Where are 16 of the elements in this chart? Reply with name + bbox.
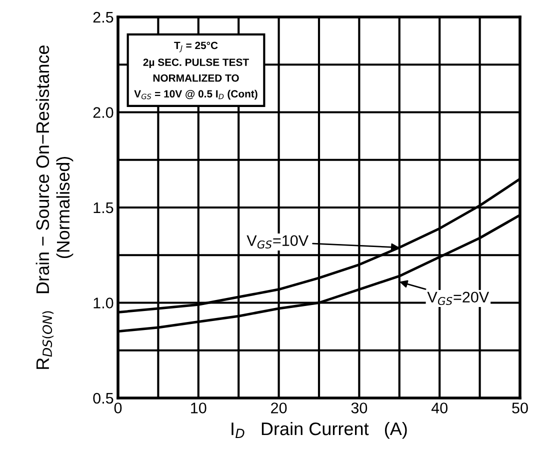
text: R$_{DS(ON)}$ Drain − Source On−Resistance (Normalised) <box>36 45 74 369</box>
text: I$_{D}$ Drain Current (A) <box>232 422 407 439</box>
x-tick-label: 40 <box>431 402 448 414</box>
x-tick-label: 50 <box>512 402 528 414</box>
x-tick-label: 0 <box>114 402 122 414</box>
annotation: V$_{GS}$=20V <box>427 292 490 306</box>
y-tick-label: 0.5 <box>93 392 114 404</box>
y-tick-label: 2.5 <box>93 12 114 23</box>
y-tick-label: 1.5 <box>94 202 114 214</box>
annotation: V$_{GS}$=10V <box>246 235 308 249</box>
x-tick-label: 20 <box>271 402 287 414</box>
y-tick-label: 1.0 <box>94 298 114 308</box>
x-tick-label: 30 <box>351 402 368 414</box>
x-tick-label: 10 <box>191 402 206 414</box>
y-tick-label: 2.0 <box>93 107 114 118</box>
text: T$_{J}$ = 25°C 2µ SEC. PULSE TEST NORMALIZED TO V$_{GS}$ = 10V @ 0.5 I$_{D}$ (Cont) <box>134 42 258 100</box>
